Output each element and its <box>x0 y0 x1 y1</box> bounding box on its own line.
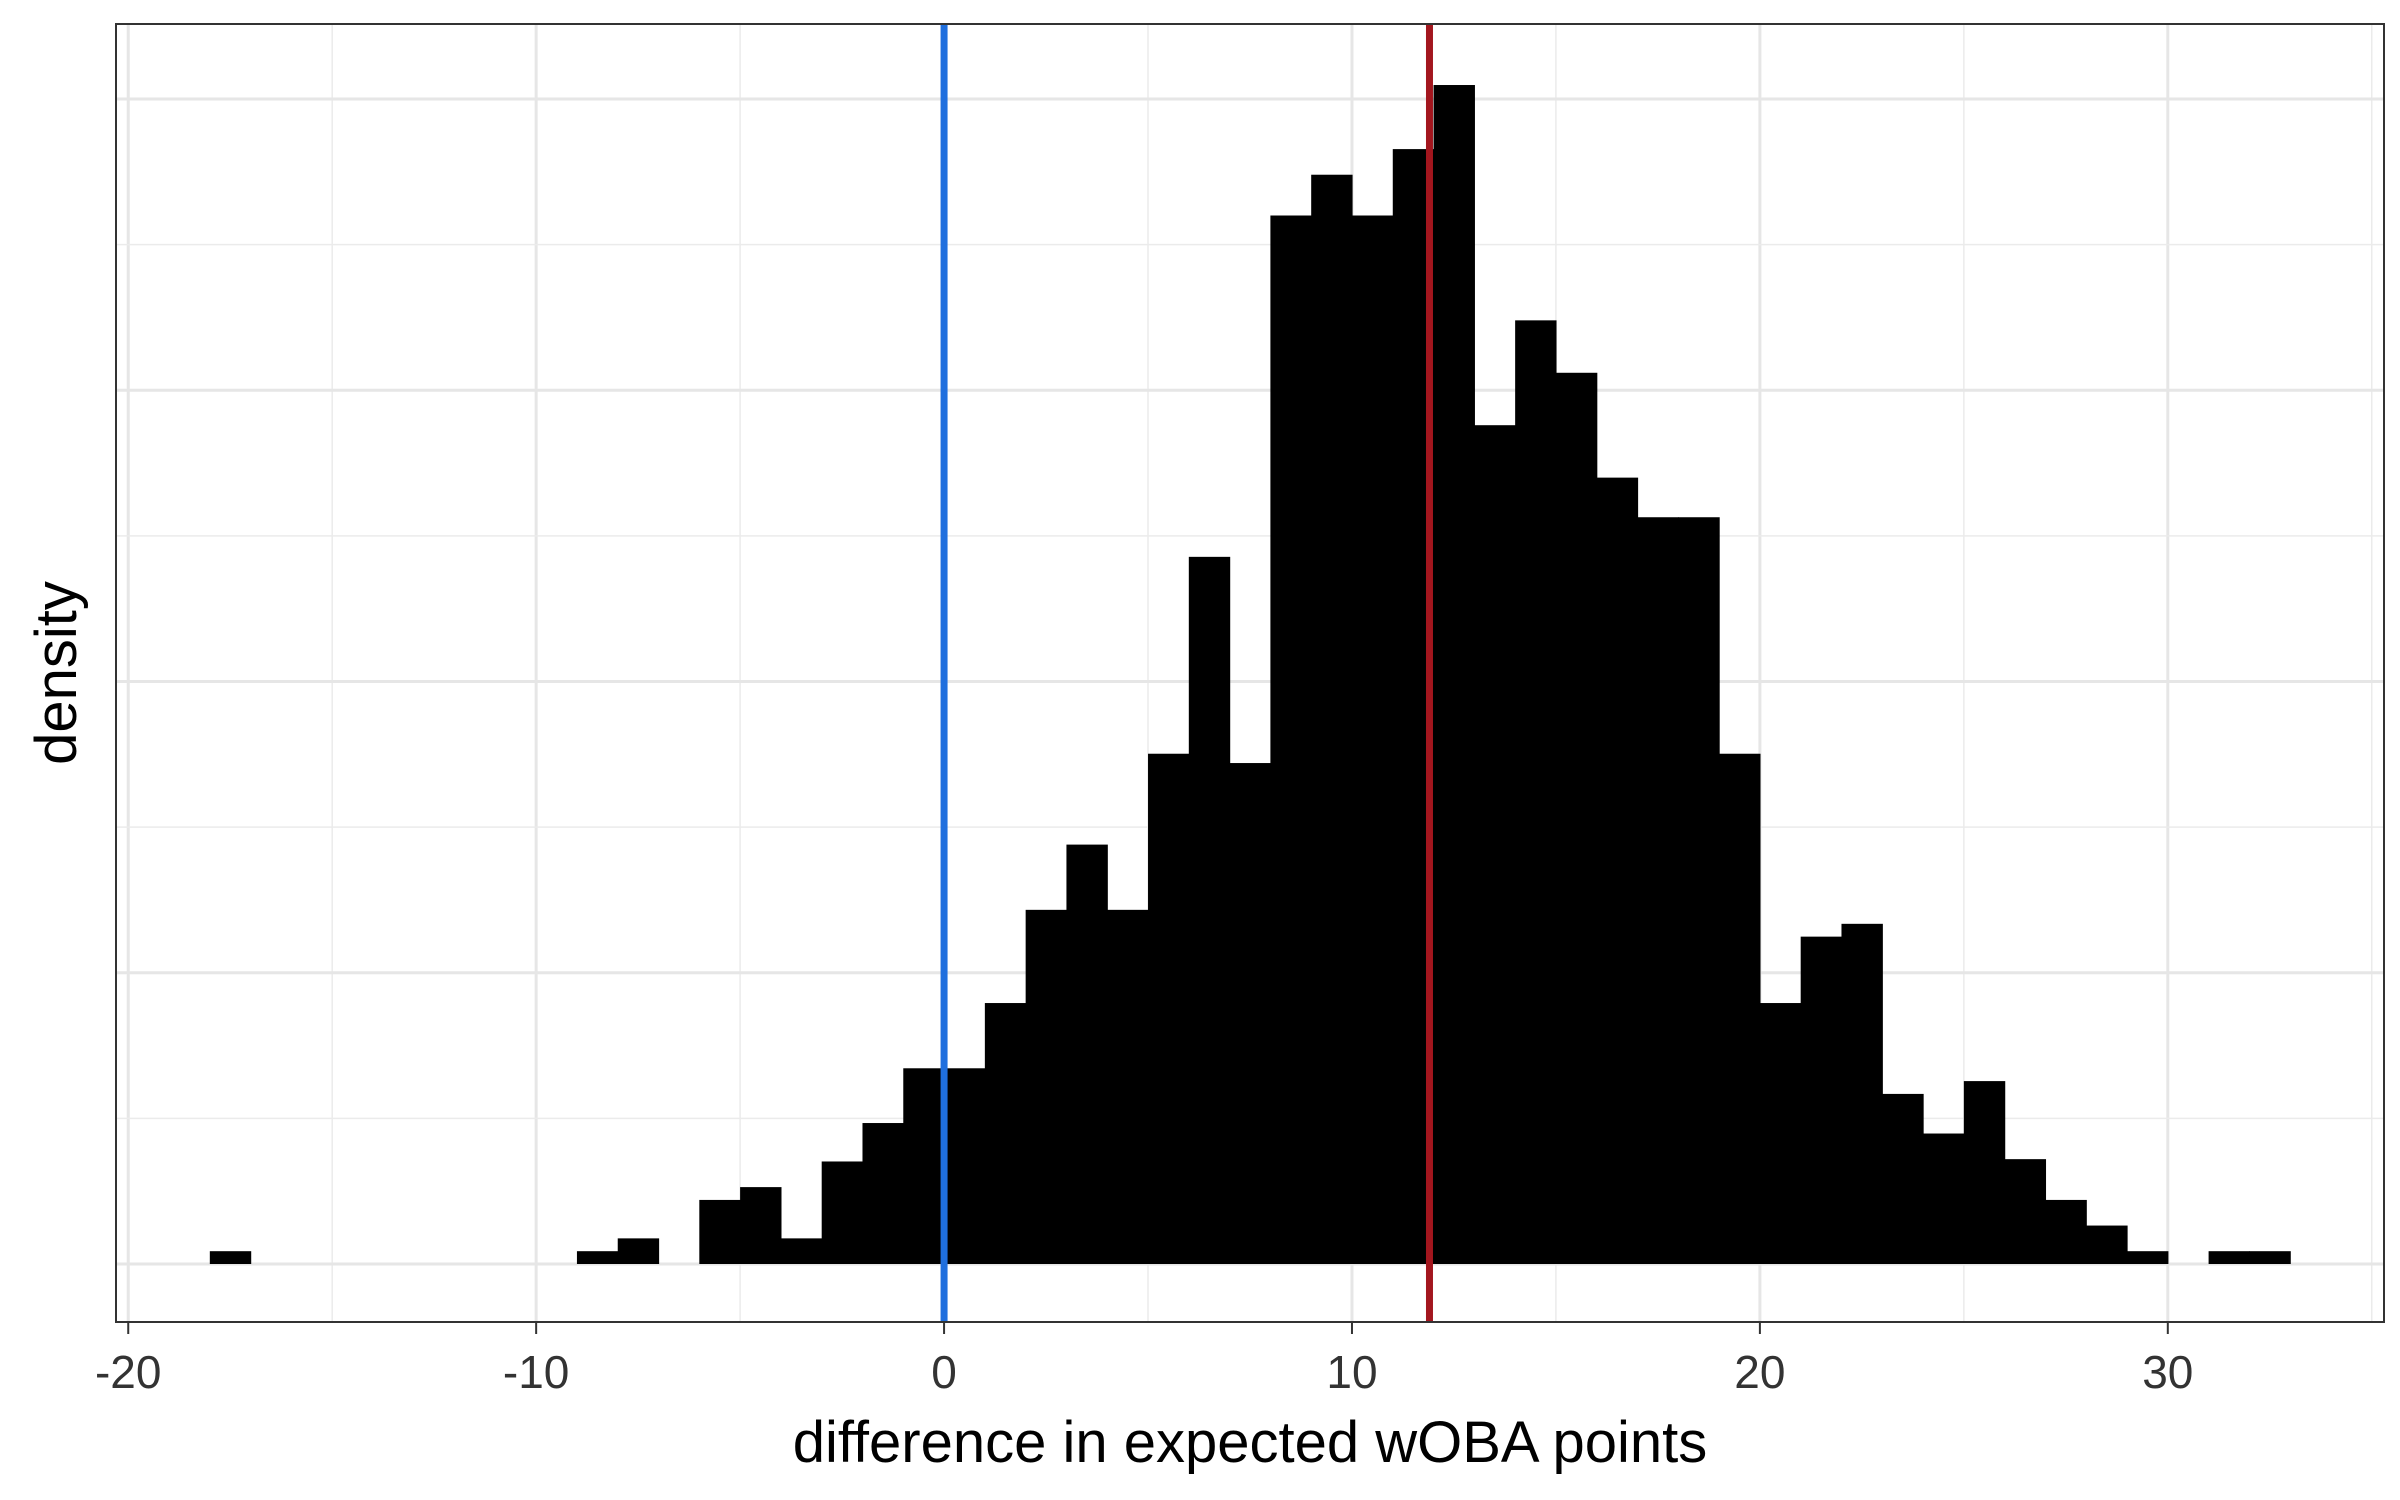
histogram-bar <box>1963 1081 2006 1264</box>
x-tick-label: 0 <box>931 1346 957 1398</box>
histogram-bar <box>903 1068 945 1264</box>
x-tick-label: -20 <box>95 1346 161 1398</box>
x-tick-label: 10 <box>1326 1346 1377 1398</box>
histogram-bar <box>699 1199 741 1264</box>
histogram-bar <box>1882 1093 1924 1264</box>
histogram-bar <box>1800 936 1843 1264</box>
histogram-bar <box>1066 844 1108 1264</box>
y-axis-title: density <box>24 581 89 765</box>
histogram-bar <box>1637 517 1679 1264</box>
histogram-bar <box>1841 923 1883 1264</box>
x-tick-label: 30 <box>2142 1346 2193 1398</box>
plot-panel-border <box>115 23 2385 1323</box>
histogram-bar <box>2208 1251 2250 1264</box>
histogram-bar <box>1596 477 1639 1264</box>
histogram-bar <box>1148 753 1190 1264</box>
histogram-bar <box>1719 753 1761 1264</box>
histogram-bar <box>2249 1251 2291 1264</box>
histogram-bar <box>617 1238 660 1264</box>
histogram-bar <box>2127 1251 2169 1264</box>
histogram-bar <box>1678 517 1720 1264</box>
histogram-bar <box>984 1003 1027 1264</box>
histogram-bar <box>1351 215 1394 1264</box>
histogram-bar <box>944 1068 986 1264</box>
histogram-bar <box>209 1251 252 1264</box>
histogram-bar <box>2004 1159 2047 1264</box>
histogram-bar <box>2045 1199 2087 1264</box>
histogram-bar <box>1923 1133 1965 1264</box>
reference-lines <box>940 24 1433 1322</box>
histogram-bar <box>2086 1225 2128 1264</box>
x-axis-title: difference in expected wOBA points <box>793 1410 1708 1475</box>
histogram-bar <box>1433 85 1475 1264</box>
histogram-bar <box>1759 1003 1802 1264</box>
histogram-bar <box>1311 174 1353 1265</box>
histogram-bar <box>1188 556 1231 1264</box>
histogram-bar <box>740 1187 782 1264</box>
x-axis-ticks: -20 -10 0 10 20 30 <box>95 1322 2193 1398</box>
x-tick-label: 20 <box>1734 1346 1785 1398</box>
histogram-bar <box>1025 909 1068 1264</box>
histogram-bar <box>1555 372 1598 1264</box>
x-tick-label: -10 <box>503 1346 569 1398</box>
histogram-bar <box>780 1238 823 1264</box>
histogram-bar <box>576 1251 619 1264</box>
histogram-bar <box>1270 215 1312 1264</box>
histogram-bar <box>1515 320 1557 1265</box>
histogram-bar <box>1474 425 1516 1264</box>
histogram-bar <box>1229 763 1271 1264</box>
histogram-bar <box>862 1123 904 1264</box>
histogram-bar <box>821 1161 864 1264</box>
histogram-bar <box>1107 909 1149 1264</box>
